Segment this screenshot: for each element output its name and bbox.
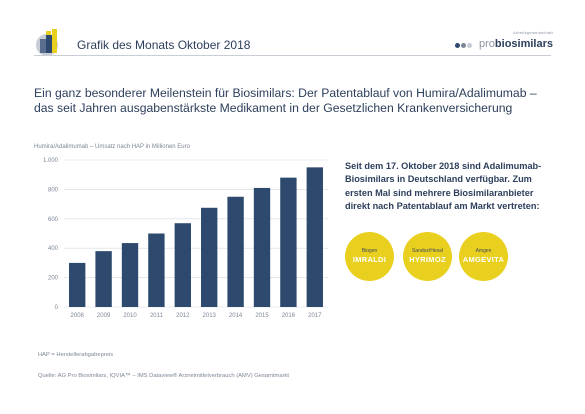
- bubble-product: HYRIMOZ: [409, 255, 446, 264]
- brand-tagline: Arbeitsgemeinschaft: [512, 30, 553, 35]
- page-title: Grafik des Monats Oktober 2018: [77, 38, 251, 52]
- y-tick-label: 600: [48, 217, 59, 223]
- x-tick-label: 2013: [203, 313, 217, 319]
- footnote: HAP = Herstellerabgabepreis: [38, 352, 114, 358]
- chart-title: Humira/Adalimumab – Umsatz nach HAP in M…: [34, 144, 190, 150]
- x-tick-label: 2011: [150, 313, 164, 319]
- bar: [148, 233, 165, 307]
- source-note: Quelle: AG Pro Biosimilars, IQVIA™ – IMS…: [38, 373, 290, 379]
- bar-chart: 0 200 400 600 800 1.000 2008 2009 2010 2011 2012 20…: [43, 158, 328, 319]
- brand-dots-icon: [454, 35, 473, 53]
- bubble-company: Biogen: [361, 248, 378, 254]
- bubble-company: Sandoz/Hexal: [411, 248, 444, 254]
- bubble-product: AMGEVITA: [462, 255, 505, 264]
- bar: [69, 262, 86, 307]
- x-tick-label: 2009: [97, 313, 111, 319]
- y-tick-label: 400: [48, 246, 59, 252]
- bar: [174, 223, 191, 307]
- x-tick-label: 2008: [71, 313, 85, 319]
- bar: [95, 251, 112, 307]
- header-divider: [34, 55, 551, 56]
- brand-logo: Arbeitsgemeinschaft probiosimilars: [454, 30, 553, 53]
- bubble-hyrimoz: Sandoz/Hexal HYRIMOZ: [403, 232, 452, 281]
- x-tick-label: 2015: [255, 313, 269, 319]
- bar: [201, 207, 218, 307]
- bubble-amgevita: Amgen AMGEVITA: [459, 232, 508, 281]
- brand-name-bio: biosimilars: [494, 38, 553, 50]
- x-tick-label: 2010: [123, 313, 137, 319]
- x-tick-label: 2017: [308, 313, 322, 319]
- info-text: Seit dem 17. Oktober 2018 sind Adalimuma…: [345, 161, 542, 212]
- y-tick-label: 800: [48, 187, 59, 193]
- headline: Ein ganz besonderer Meilenstein für Bios…: [34, 86, 537, 115]
- brand-name: probiosimilars: [479, 38, 553, 50]
- x-tick-label: 2012: [176, 313, 190, 319]
- y-tick-label: 200: [48, 276, 59, 282]
- bubble-product: IMRALDI: [352, 255, 387, 264]
- x-tick-label: 2014: [229, 313, 243, 319]
- bar: [253, 187, 271, 307]
- bar: [121, 243, 139, 307]
- x-tick-label: 2016: [282, 313, 296, 319]
- brand-name-pro: pro: [479, 38, 495, 50]
- bar-chart-cube-icon: [36, 29, 58, 56]
- y-tick-label: 0: [55, 305, 59, 311]
- bubble-imraldi: Biogen IMRALDI: [345, 232, 394, 281]
- bar: [306, 167, 323, 307]
- bubble-company: Amgen: [475, 248, 492, 254]
- bar: [227, 196, 244, 307]
- y-tick-label: 1.000: [43, 158, 59, 164]
- bar: [280, 177, 297, 307]
